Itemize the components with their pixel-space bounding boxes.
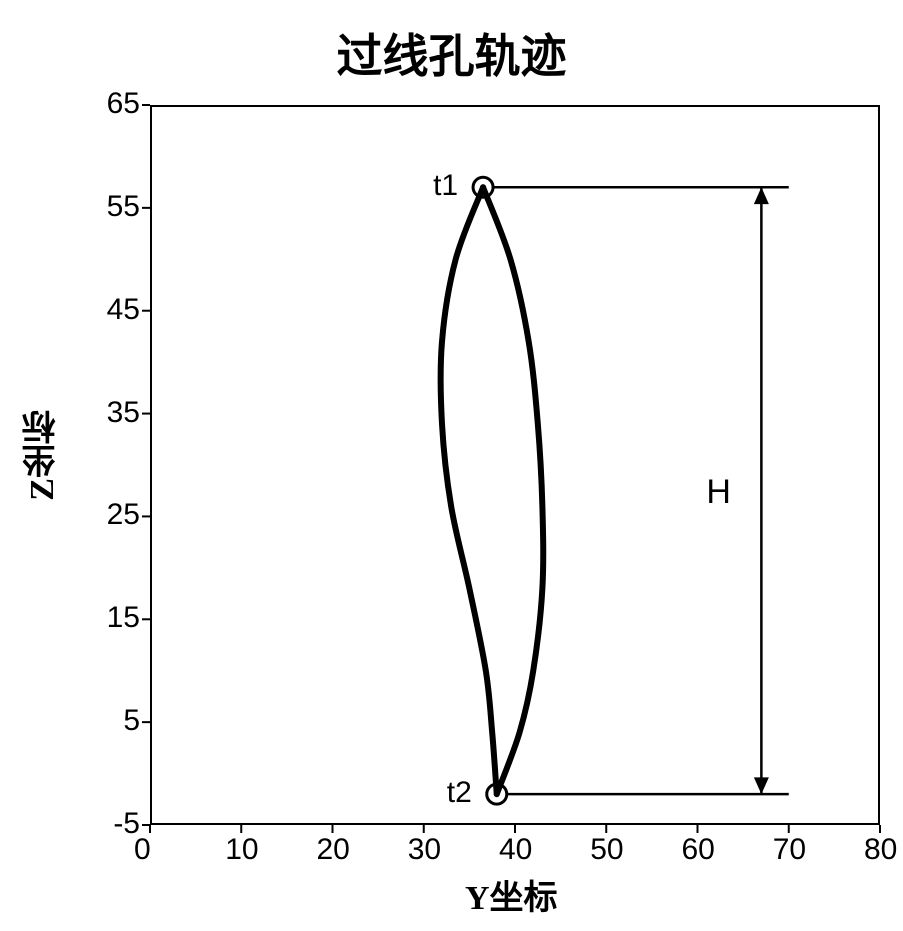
x-tick-label: 50 (590, 833, 623, 867)
x-tick-label: 40 (499, 833, 532, 867)
y-tick-label: 45 (90, 293, 140, 327)
point-label-t2: t2 (447, 776, 472, 810)
y-tick-label: 35 (90, 396, 140, 430)
x-tick-label: 10 (225, 833, 258, 867)
x-tick-label: 30 (408, 833, 441, 867)
x-tick-label: 60 (682, 833, 715, 867)
annotation-h-label: H (706, 473, 731, 512)
x-tick-label: 80 (864, 833, 897, 867)
chart-title: 过线孔轨迹 (0, 20, 903, 86)
x-tick-label: 20 (317, 833, 350, 867)
y-axis-label: Z坐标 (18, 410, 67, 501)
y-tick-label: 65 (90, 87, 140, 121)
y-tick-label: -5 (90, 807, 140, 841)
y-tick-label: 55 (90, 190, 140, 224)
y-tick-label: 5 (90, 704, 140, 738)
point-label-t1: t1 (433, 169, 458, 203)
y-tick-label: 15 (90, 601, 140, 635)
x-axis-label: Y坐标 (465, 870, 558, 919)
x-tick-label: 70 (773, 833, 806, 867)
chart-container: 过线孔轨迹 Z坐标 Y坐标 t1 t2 H 01020304050607080 … (0, 0, 903, 931)
plot-area (150, 105, 880, 825)
y-tick-label: 25 (90, 498, 140, 532)
